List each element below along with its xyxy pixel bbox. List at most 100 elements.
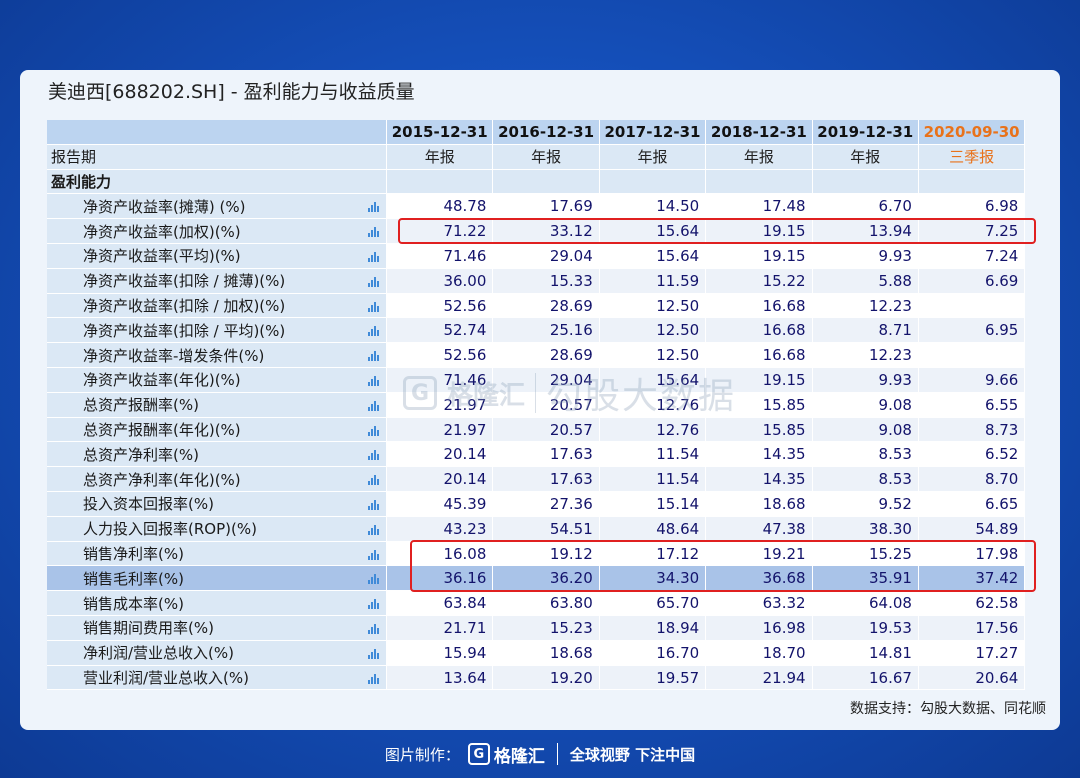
- row-label: 人力投入回报率(ROP)(%): [83, 520, 257, 539]
- row-label: 总资产报酬率(年化)(%): [83, 420, 241, 439]
- row-label-cell: 营业利润/营业总收入(%): [47, 665, 387, 691]
- row-label: 净资产收益率(扣除 / 摊薄)(%): [83, 272, 286, 291]
- bar-chart-icon[interactable]: [368, 499, 380, 510]
- row-label: 净资产收益率(摊薄) (%): [83, 197, 246, 216]
- value-cell: 71.22: [387, 219, 494, 244]
- value-cell: 17.63: [493, 442, 600, 468]
- bar-chart-icon[interactable]: [368, 425, 380, 436]
- bar-chart-icon[interactable]: [368, 673, 380, 684]
- value-cell: 12.23: [812, 293, 919, 319]
- value-cell: 64.08: [812, 591, 919, 616]
- data-card: 美迪西[688202.SH] - 盈利能力与收益质量 2015-12-31 20…: [20, 70, 1060, 730]
- bar-chart-icon[interactable]: [368, 524, 380, 535]
- value-cell: 21.97: [387, 417, 494, 443]
- bar-chart-icon[interactable]: [368, 449, 380, 461]
- table-row: 营业利润/营业总收入(%) 13.64 19.20 19.57 21.94 16.67 20…: [47, 665, 1027, 691]
- value-cell: 11.54: [599, 467, 707, 492]
- bar-chart-icon[interactable]: [368, 350, 380, 362]
- column-date: 2016-12-31: [493, 120, 600, 145]
- bar-chart-icon[interactable]: [368, 598, 380, 610]
- bar-chart-icon[interactable]: [368, 375, 380, 386]
- bar-chart-icon[interactable]: [368, 301, 380, 312]
- value-cell: 52.56: [387, 343, 494, 368]
- row-label: 净利润/营业总收入(%): [83, 644, 235, 663]
- table-row: 净资产收益率(年化)(%) 71.46 29.04 15.64 19.15 9.93 9.6…: [47, 367, 1027, 393]
- value-cell: 17.69: [493, 194, 600, 220]
- table-section-row: 盈利能力: [47, 169, 1027, 195]
- value-cell: 13.64: [387, 665, 494, 691]
- value-cell: 18.70: [706, 640, 813, 666]
- value-cell: 15.64: [599, 219, 707, 244]
- value-cell: 21.71: [387, 615, 494, 641]
- row-label: 净资产收益率(平均)(%): [83, 247, 241, 266]
- value-cell: 19.15: [706, 367, 813, 393]
- row-label-cell: 销售毛利率(%): [47, 566, 387, 592]
- value-cell: 35.91: [812, 566, 919, 592]
- value-cell: 8.53: [812, 467, 919, 492]
- value-cell: 17.48: [706, 194, 813, 220]
- bar-chart-icon[interactable]: [368, 226, 380, 238]
- row-label: 净资产收益率(加权)(%): [83, 222, 241, 241]
- value-cell: 16.70: [599, 640, 707, 666]
- table-row: 人力投入回报率(ROP)(%) 43.23 54.51 48.64 47.38 38.30…: [47, 516, 1027, 542]
- bar-chart-icon[interactable]: [368, 573, 380, 585]
- row-label-cell: 销售净利率(%): [47, 541, 387, 567]
- value-cell: 12.23: [812, 343, 919, 368]
- table-row: 净资产收益率(扣除 / 平均)(%) 52.74 25.16 12.50 16.68 8.…: [47, 318, 1027, 344]
- table-header-row: 2015-12-31 2016-12-31 2017-12-31 2018-12…: [47, 120, 1027, 145]
- value-cell: 9.93: [812, 243, 919, 269]
- row-label-cell: 销售成本率(%): [47, 591, 387, 616]
- bar-chart-icon[interactable]: [368, 325, 380, 337]
- bar-chart-icon[interactable]: [368, 549, 380, 560]
- row-label-cell: 净利润/营业总收入(%): [47, 640, 387, 666]
- column-period: 年报: [706, 144, 813, 170]
- value-cell: 12.76: [599, 417, 707, 443]
- value-cell: 16.08: [387, 541, 494, 567]
- row-label: 销售毛利率(%): [83, 569, 184, 588]
- column-period: 年报: [493, 144, 600, 170]
- value-cell: 65.70: [599, 591, 707, 616]
- value-cell: 52.56: [387, 293, 494, 319]
- value-cell: 62.58: [918, 591, 1026, 616]
- row-label-cell: 净资产收益率(摊薄) (%): [47, 194, 387, 220]
- bar-chart-icon[interactable]: [368, 276, 380, 287]
- value-cell: 15.22: [706, 268, 813, 294]
- value-cell: 9.08: [812, 392, 919, 418]
- value-cell: 17.98: [918, 541, 1026, 567]
- value-cell: 54.89: [918, 516, 1026, 542]
- row-label: 净资产收益率(年化)(%): [83, 371, 241, 390]
- value-cell: 14.50: [599, 194, 707, 220]
- table-period-row: 报告期 年报 年报 年报 年报 年报 三季报: [47, 144, 1027, 170]
- data-source-note: 数据支持：勾股大数据、同花顺: [850, 701, 1046, 717]
- column-date: 2020-09-30: [918, 120, 1026, 145]
- value-cell: 19.15: [706, 219, 813, 244]
- value-cell: 18.94: [599, 615, 707, 641]
- value-cell: 54.51: [493, 516, 600, 542]
- bar-chart-icon[interactable]: [368, 648, 380, 659]
- bar-chart-icon[interactable]: [368, 400, 380, 411]
- footer-logo-icon: G: [467, 743, 490, 765]
- value-cell: 63.80: [493, 591, 600, 616]
- value-cell: 17.63: [493, 467, 600, 492]
- footer-slogan: 全球视野 下注中国: [569, 745, 696, 764]
- footer-credit-label: 图片制作：: [384, 745, 460, 764]
- value-cell: 19.53: [812, 615, 919, 641]
- value-cell: 9.52: [812, 491, 919, 517]
- value-cell: 47.38: [706, 516, 813, 542]
- table-row: 投入资本回报率(%) 45.39 27.36 15.14 18.68 9.52 6.65: [47, 491, 1027, 517]
- row-label: 总资产净利率(年化)(%): [83, 470, 241, 489]
- row-label: 净资产收益率(扣除 / 加权)(%): [83, 296, 286, 315]
- value-cell: 16.98: [706, 615, 813, 641]
- value-cell: 5.88: [812, 268, 919, 294]
- value-cell: 16.68: [706, 343, 813, 368]
- bar-chart-icon[interactable]: [368, 623, 380, 634]
- bar-chart-icon[interactable]: [368, 251, 380, 262]
- value-cell: 36.16: [387, 566, 494, 592]
- bar-chart-icon[interactable]: [368, 474, 380, 486]
- period-label: 报告期: [51, 148, 97, 167]
- value-cell: 8.71: [812, 318, 919, 344]
- value-cell: 12.76: [599, 392, 707, 418]
- bar-chart-icon[interactable]: [368, 201, 380, 213]
- value-cell: 18.68: [493, 640, 600, 666]
- value-cell: 14.35: [706, 467, 813, 492]
